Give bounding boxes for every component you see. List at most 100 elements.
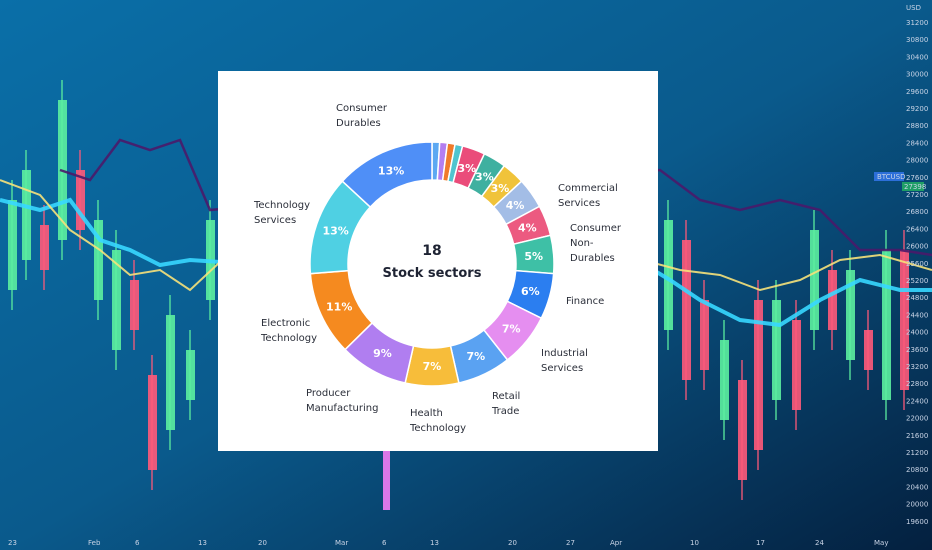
price-axis-label: 20000 — [906, 501, 928, 509]
price-axis-label: 27200 — [906, 191, 928, 199]
center-value: 18 — [422, 243, 441, 259]
time-axis-label: 13 — [430, 539, 439, 547]
background-candle — [148, 375, 157, 470]
background-candle — [738, 380, 747, 480]
price-axis-label: 22400 — [906, 397, 928, 405]
time-axis-label: 17 — [756, 539, 765, 547]
category-label-line: Technology — [253, 200, 310, 211]
background-candle — [682, 240, 691, 380]
category-label-line: Durables — [570, 253, 615, 264]
slice-label-health-technology: 7% — [423, 360, 442, 373]
category-label-line: Retail — [492, 391, 520, 402]
category-label-line: Health — [410, 408, 443, 419]
price-axis-label: 20400 — [906, 483, 928, 491]
background-candle — [828, 270, 837, 330]
price-axis-label: 29200 — [906, 105, 928, 113]
price-axis-label: 29600 — [906, 88, 928, 96]
price-axis-label: 21200 — [906, 449, 928, 457]
slice-label-technology-services: 13% — [322, 225, 348, 238]
slice-label-small-3pct-a: 3% — [458, 162, 477, 175]
sector-donut-card: 3% 3% 3% 4% 4% 5% 6% 7% 7% 7% 9% 11% 13% 13% Consumer… — [218, 71, 658, 451]
background-candle — [383, 450, 390, 510]
time-axis-label: Mar — [335, 539, 348, 547]
slice-label-unlabeled-5pct: 5% — [524, 250, 543, 263]
background-candle — [846, 270, 855, 360]
background-candle — [772, 300, 781, 400]
price-axis-label: 26000 — [906, 243, 928, 251]
category-label-line: Technology — [409, 423, 466, 434]
price-axis-label: 25600 — [906, 260, 928, 268]
category-label-line: Trade — [491, 406, 519, 417]
background-candle — [700, 300, 709, 370]
category-label-line: Producer — [306, 388, 351, 399]
background-candle — [186, 350, 195, 400]
time-axis-label: 6 — [135, 539, 140, 547]
price-axis-label: 28800 — [906, 122, 928, 130]
slice-label-retail-trade: 7% — [466, 350, 485, 363]
sector-donut-chart: 3%3%3%4%4%5%6%7%7%7%9%11%13%13% Consumer… — [253, 103, 622, 434]
category-label-line: Consumer — [336, 103, 388, 114]
background-candle — [130, 280, 139, 330]
background-candle — [792, 320, 801, 410]
background-candle — [8, 200, 17, 290]
category-label-line: Services — [254, 215, 296, 226]
background-candle — [22, 170, 31, 260]
price-axis-label: 31200 — [906, 19, 928, 27]
slice-label-electronic-technology: 11% — [326, 300, 352, 313]
background-candle — [94, 220, 103, 300]
price-tag: 27398 — [904, 183, 926, 191]
category-label-line: Commercial — [558, 183, 618, 194]
time-axis-label: 20 — [508, 539, 517, 547]
category-label-line: Durables — [336, 118, 381, 129]
price-axis-label: 24800 — [906, 294, 928, 302]
category-label-line: Finance — [566, 296, 604, 307]
price-axis-label: 22000 — [906, 415, 928, 423]
time-axis-label: 27 — [566, 539, 575, 547]
price-axis-label: 21600 — [906, 432, 928, 440]
background-candle — [664, 220, 673, 330]
time-axis-label: Feb — [88, 539, 101, 547]
price-axis-label: 30800 — [906, 36, 928, 44]
background-candle — [720, 340, 729, 420]
time-axis-label: 6 — [382, 539, 387, 547]
slice-label-industrial-services: 7% — [502, 322, 521, 335]
price-axis-label: 23200 — [906, 363, 928, 371]
price-axis-label: 24000 — [906, 329, 928, 337]
price-axis-label: 24400 — [906, 311, 928, 319]
time-axis-label: Apr — [610, 539, 622, 547]
price-axis-label: 28000 — [906, 157, 928, 165]
price-axis-label: 23600 — [906, 346, 928, 354]
symbol-tag: BTCUSD — [877, 173, 906, 181]
price-axis-label: 19600 — [906, 518, 928, 526]
category-label-line: Industrial — [541, 348, 588, 359]
price-axis-label: 30400 — [906, 53, 928, 61]
time-axis-label: 13 — [198, 539, 207, 547]
background-candle — [754, 300, 763, 450]
background-candle — [900, 250, 909, 390]
category-label-line: Services — [541, 363, 583, 374]
time-axis-label: 23 — [8, 539, 17, 547]
time-axis-label: May — [874, 539, 888, 547]
background-candle — [166, 315, 175, 430]
currency-label: USD — [906, 4, 921, 12]
slice-label-commercial-services: 4% — [506, 199, 525, 212]
background-candle — [810, 230, 819, 330]
background-candle — [864, 330, 873, 370]
background-candle — [882, 250, 891, 400]
slice-label-finance: 6% — [521, 285, 540, 298]
category-label-line: Services — [558, 198, 600, 209]
time-axis-label: 20 — [258, 539, 267, 547]
slice-label-small-3pct-c: 3% — [491, 182, 510, 195]
price-axis-label: 25200 — [906, 277, 928, 285]
background-candle — [40, 225, 49, 270]
price-axis-label: 22800 — [906, 380, 928, 388]
background-candle — [112, 250, 121, 350]
category-label-line: Consumer — [570, 223, 622, 234]
background-candle — [76, 170, 85, 230]
time-axis-label: 24 — [815, 539, 824, 547]
slice-label-small-3pct-b: 3% — [475, 170, 494, 183]
background-indicator-line — [59, 138, 932, 257]
category-label-line: Manufacturing — [306, 403, 378, 414]
price-axis-label: 30000 — [906, 71, 928, 79]
slice-label-consumer-durables: 13% — [378, 165, 404, 178]
